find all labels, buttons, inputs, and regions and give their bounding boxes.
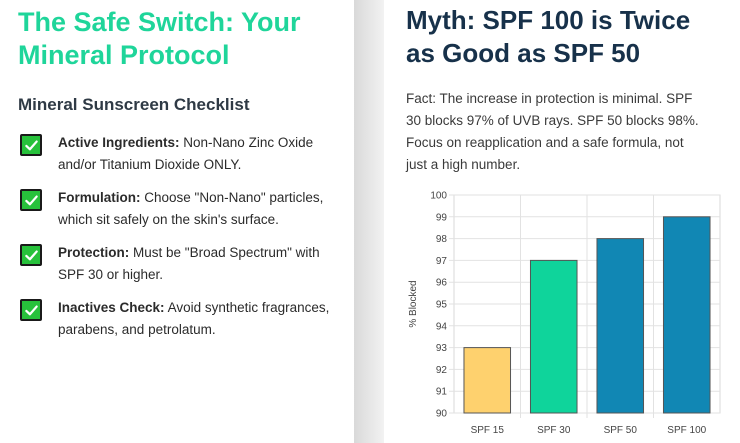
left-panel: The Safe Switch: Your Mineral Protocol M… <box>0 0 354 443</box>
bar-spf-30 <box>529 259 578 414</box>
y-tick-label: 95 <box>436 300 448 311</box>
checklist-item-label: Protection: <box>58 245 130 260</box>
y-tick-label: 91 <box>436 387 448 398</box>
checklist-item-description: Choose "Non-Nano" particles, which sit s… <box>58 190 324 227</box>
bar-spf-50 <box>596 238 645 414</box>
checklist-item-label: Active Ingredients: <box>58 135 180 150</box>
checkmark-icon <box>20 189 42 211</box>
y-tick-label: 92 <box>436 365 448 376</box>
protocol-title: The Safe Switch: Your Mineral Protocol <box>18 7 301 70</box>
y-tick-label: 99 <box>436 212 448 223</box>
y-tick-label: 98 <box>436 234 448 245</box>
panel-divider <box>354 0 384 443</box>
fact-text: Fact: The increase in protection is mini… <box>406 91 699 172</box>
y-axis-label: % Blocked <box>408 280 419 327</box>
y-tick-label: 93 <box>436 343 448 354</box>
checklist-item-description: Must be "Broad Spectrum" with SPF 30 or … <box>58 245 320 282</box>
myth-title: Myth: SPF 100 is Twice as Good as SPF 50 <box>406 5 691 68</box>
bar-spf-100 <box>662 216 711 414</box>
y-tick-label: 96 <box>436 278 448 289</box>
checklist-item-label: Formulation: <box>58 190 141 205</box>
x-tick-label: SPF 30 <box>537 425 571 436</box>
checklist-item-protection: Protection: Must be "Broad Spectrum" wit… <box>18 242 354 286</box>
checkmark-icon <box>20 134 42 156</box>
bar-spf-15 <box>463 347 512 414</box>
y-tick-label: 94 <box>436 321 448 332</box>
checklist-item-text: Protection: Must be "Broad Spectrum" wit… <box>58 242 336 286</box>
checklist-item-label: Inactives Check: <box>58 300 165 315</box>
checklist-heading: Mineral Sunscreen Checklist <box>18 95 250 114</box>
checklist-item-text: Formulation: Choose "Non-Nano" particles… <box>58 187 336 231</box>
x-axis-ticks: SPF 15 SPF 30 SPF 50 SPF 100 <box>471 425 707 436</box>
checklist-item-text: Inactives Check: Avoid synthetic fragran… <box>58 297 336 341</box>
checkmark-icon <box>20 299 42 321</box>
x-tick-label: SPF 15 <box>471 425 505 436</box>
checklist-item-description: Non-Nano Zinc Oxide and/or Titanium Diox… <box>58 135 314 172</box>
y-tick-label: 90 <box>436 409 448 420</box>
chart-bars <box>463 216 711 414</box>
x-tick-label: SPF 50 <box>604 425 638 436</box>
checklist-item-active-ingredients: Active Ingredients: Non-Nano Zinc Oxide … <box>18 132 354 176</box>
checklist-item-inactives: Inactives Check: Avoid synthetic fragran… <box>18 297 354 341</box>
checklist-item-formulation: Formulation: Choose "Non-Nano" particles… <box>18 187 354 231</box>
y-tick-label: 97 <box>436 256 448 267</box>
checklist-item-text: Active Ingredients: Non-Nano Zinc Oxide … <box>58 132 336 176</box>
checklist-item-description: Avoid synthetic fragrances, parabens, an… <box>58 300 330 337</box>
x-tick-label: SPF 100 <box>667 425 706 436</box>
checkmark-icon <box>20 244 42 266</box>
y-axis-ticks: 90 91 92 93 94 95 96 97 98 99 100 <box>430 191 447 420</box>
y-tick-label: 100 <box>430 191 447 202</box>
checklist: Active Ingredients: Non-Nano Zinc Oxide … <box>18 132 354 341</box>
